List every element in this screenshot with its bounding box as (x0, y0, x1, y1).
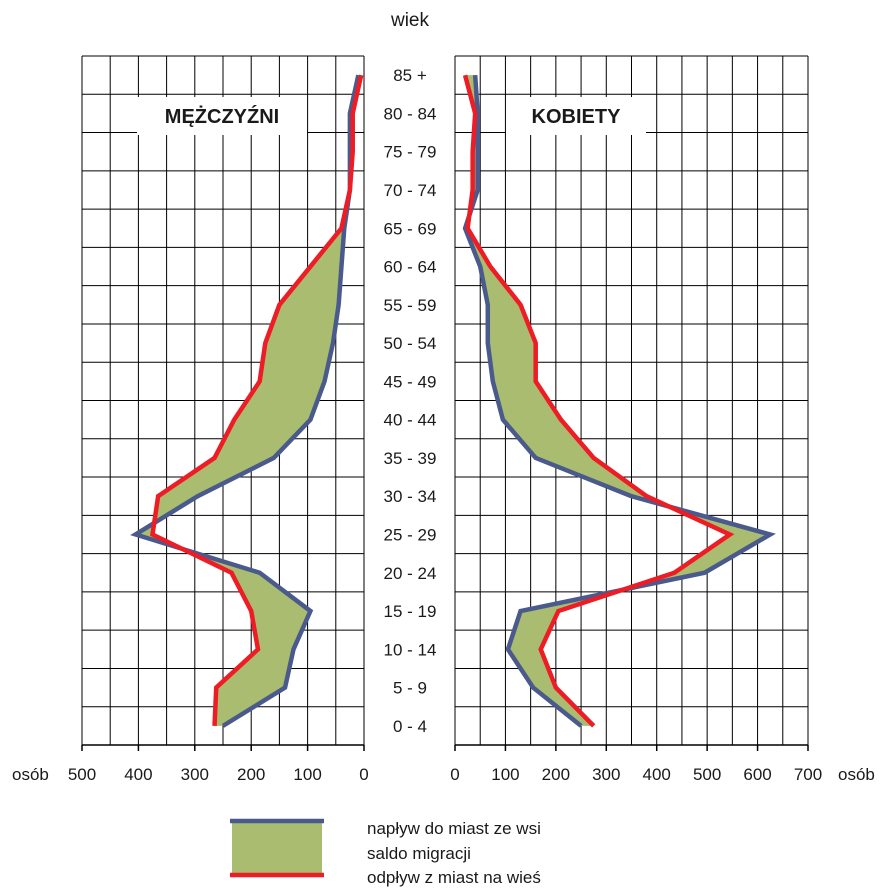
age-axis-labels: 0 - 4 5 - 9 10 - 14 15 - 19 20 - 24 25 - 29 30… (384, 66, 437, 736)
age-label: 30 - 34 (384, 487, 437, 506)
right-unit-label: osób (838, 765, 875, 784)
women-outflow-line (462, 74, 735, 728)
legend-label-inflow: napływ do miast ze wsi (367, 819, 541, 838)
women-inflow-line (462, 74, 776, 728)
legend-label-outflow: odpływ z miast na wieś (367, 868, 541, 887)
men-x-tick-label: 0 (359, 765, 368, 784)
legend-swatch (230, 818, 324, 878)
age-label: 25 - 29 (384, 525, 437, 544)
age-label: 0 - 4 (393, 717, 427, 736)
women-x-tick-label: 400 (643, 765, 671, 784)
age-label: 40 - 44 (384, 411, 437, 430)
age-label: 80 - 84 (384, 104, 437, 123)
women-x-tick-label: 700 (794, 765, 822, 784)
age-label: 75 - 79 (384, 143, 437, 162)
men-outflow-line (150, 74, 364, 726)
age-label: 10 - 14 (384, 640, 437, 659)
women-title-box (506, 97, 646, 135)
age-label: 5 - 9 (393, 679, 427, 698)
age-label: 55 - 59 (384, 296, 437, 315)
age-label: 20 - 24 (384, 564, 437, 583)
age-label: 35 - 39 (384, 449, 437, 468)
men-title-box (137, 97, 307, 135)
age-label: 85 + (393, 66, 427, 85)
age-label: 60 - 64 (384, 258, 437, 277)
women-panel-title: KOBIETY (532, 106, 622, 128)
age-label: 45 - 49 (384, 372, 437, 391)
left-unit-label: osób (12, 765, 49, 784)
men-panel-title: MĘŻCZYŹNI (165, 105, 279, 128)
age-label: 15 - 19 (384, 602, 437, 621)
men-x-tick-label: 200 (237, 765, 265, 784)
women-x-tick-label: 200 (542, 765, 570, 784)
age-label: 65 - 69 (384, 219, 437, 238)
men-x-tick-label: 300 (181, 765, 209, 784)
women-x-tick-label: 500 (693, 765, 721, 784)
age-label: 70 - 74 (384, 181, 437, 200)
women-x-tick-label: 100 (491, 765, 519, 784)
men-x-tick-label: 100 (293, 765, 321, 784)
center-title: wiek (390, 10, 430, 31)
men-x-tick-label: 500 (68, 765, 96, 784)
women-x-tick-label: 600 (743, 765, 771, 784)
legend-label-balance: saldo migracji (367, 844, 471, 863)
age-label: 50 - 54 (384, 334, 437, 353)
women-x-tick-label: 0 (450, 765, 459, 784)
legend-balance-swatch (232, 821, 322, 875)
women-x-tick-label: 300 (592, 765, 620, 784)
women-balance-area (465, 75, 771, 726)
left-panel-men: 500 400 300 200 100 0 MĘŻCZYŹNI (68, 55, 369, 784)
men-x-tick-label: 400 (124, 765, 152, 784)
right-panel-women: 0 100 200 300 400 500 600 700 KOBIETY (450, 55, 822, 784)
